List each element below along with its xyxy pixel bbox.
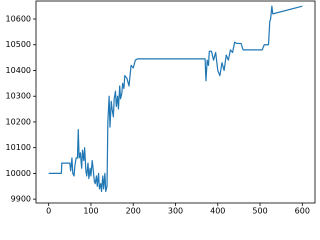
y-tick-label: 10500 <box>6 40 31 49</box>
x-tick-label: 100 <box>83 207 98 215</box>
chart: 9900 10000 10100 10200 10300 10400 10500 10600 0… <box>6 0 316 215</box>
x-tick-label: 200 <box>126 207 141 215</box>
line-series <box>48 5 303 193</box>
x-tick-label: 500 <box>252 207 267 215</box>
y-tick-label: 10100 <box>6 143 31 152</box>
y-tick-label: 10400 <box>6 66 31 75</box>
x-tick-label: 400 <box>210 207 225 215</box>
y-tick-label: 10200 <box>6 117 31 126</box>
y-tick-label: 10300 <box>6 92 31 101</box>
y-tick-label: 10000 <box>6 169 31 178</box>
x-tick-label: 300 <box>168 207 183 215</box>
x-tick-label: 600 <box>295 207 310 215</box>
y-tick-label: 10600 <box>6 15 31 24</box>
y-tick-label: 9900 <box>11 195 31 204</box>
x-tick-label: 0 <box>46 207 51 215</box>
plot-frame <box>35 0 316 204</box>
